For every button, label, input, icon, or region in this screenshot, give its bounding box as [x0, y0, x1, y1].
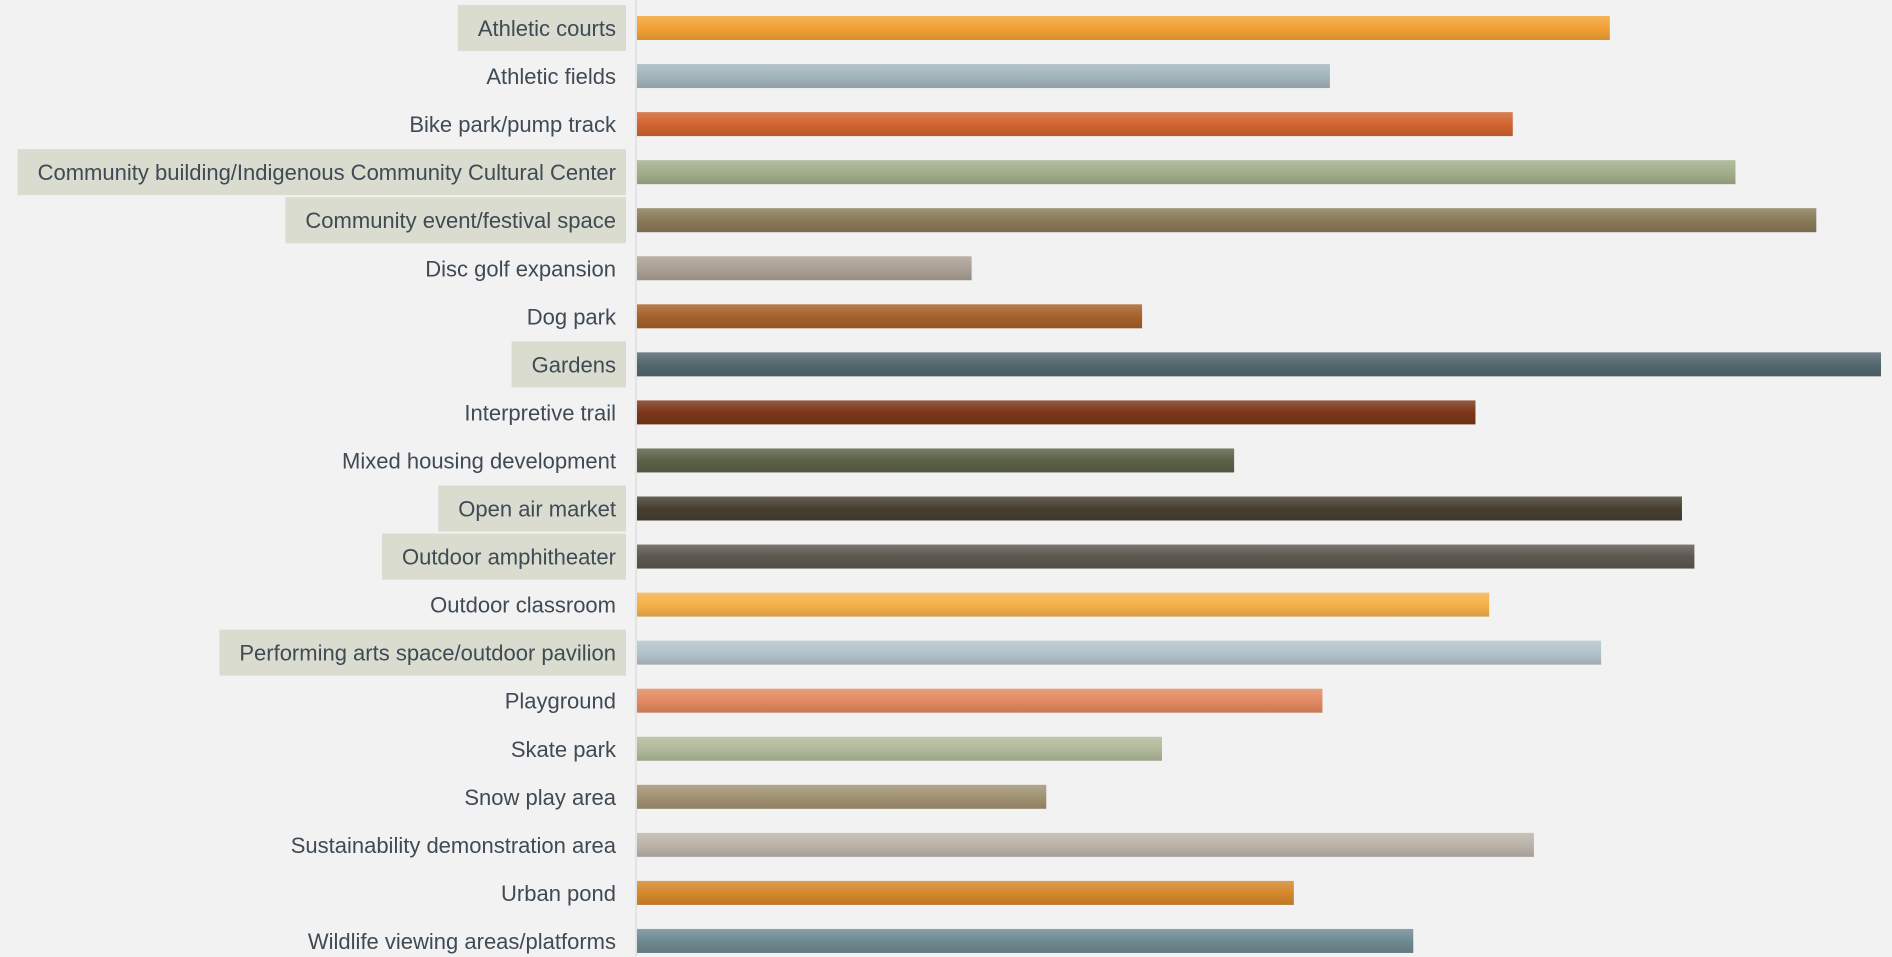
category-label-highlight	[285, 197, 626, 244]
category-label: Athletic courts	[478, 16, 616, 41]
bar-series	[637, 16, 1881, 953]
bar	[637, 688, 1323, 713]
bar	[637, 448, 1235, 473]
bar	[637, 592, 1490, 617]
category-label: Community event/festival space	[305, 208, 616, 233]
category-label: Snow play area	[464, 785, 616, 810]
bar	[637, 880, 1294, 905]
category-label-highlight	[457, 5, 626, 51]
bar	[637, 928, 1414, 953]
category-label: Community building/Indigenous Community …	[38, 160, 616, 185]
category-label-highlight	[381, 533, 626, 580]
category-labels: Athletic courts Athletic fields Bike park/…	[17, 5, 626, 954]
bar	[637, 640, 1602, 665]
category-label: Open air market	[458, 497, 616, 522]
category-label-highlight	[17, 149, 626, 196]
bar	[637, 304, 1143, 329]
category-label: Disc golf expansion	[425, 256, 616, 281]
bar	[637, 256, 972, 281]
category-label: Outdoor classroom	[430, 593, 616, 618]
category-label: Athletic fields	[486, 64, 616, 89]
category-label: Gardens	[532, 352, 616, 377]
category-label: Interpretive trail	[464, 400, 616, 425]
bar	[637, 544, 1695, 569]
bar	[637, 112, 1513, 137]
bar	[637, 736, 1162, 761]
bar	[637, 496, 1682, 521]
category-label-highlight	[219, 629, 626, 676]
category-label: Dog park	[527, 304, 617, 329]
category-label: Urban pond	[501, 881, 616, 906]
category-label: Outdoor amphitheater	[402, 545, 616, 570]
category-label: Wildlife viewing areas/platforms	[308, 929, 616, 954]
category-label-highlight	[511, 341, 626, 388]
bar	[637, 64, 1330, 89]
bar	[637, 400, 1476, 425]
bar	[637, 16, 1610, 40]
category-label: Performing arts space/outdoor pavilion	[239, 641, 616, 666]
category-label: Mixed housing development	[342, 448, 616, 473]
bar	[637, 352, 1881, 377]
bar	[637, 784, 1047, 809]
category-label: Playground	[505, 689, 616, 714]
bar	[637, 832, 1534, 857]
bar	[637, 208, 1817, 233]
category-label-highlight	[438, 485, 626, 532]
category-label: Bike park/pump track	[409, 112, 617, 137]
category-label: Skate park	[511, 737, 617, 762]
category-label: Sustainability demonstration area	[291, 833, 617, 858]
bar	[637, 160, 1736, 185]
